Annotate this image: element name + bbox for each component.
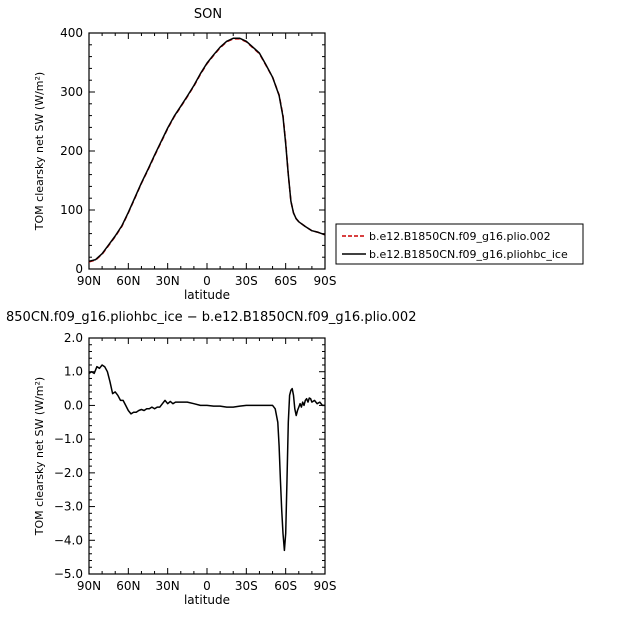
y-axis-label: TOM clearsky net SW (W/m²) — [33, 377, 46, 536]
x-tick-label: 90S — [314, 274, 337, 288]
y-tick-label: 100 — [60, 203, 83, 217]
bottom-chart: 90N 60N 30N 0 30S 60S 90S 2.0 1.0 0.0 −1.0 −2.0 −3.0… — [33, 331, 336, 607]
x-tick-label: 60S — [274, 274, 297, 288]
y-tick-label: 0.0 — [64, 398, 83, 412]
series-line-1 — [88, 37, 326, 263]
x-tick-label: 90N — [77, 579, 101, 593]
x-tick-label: 30N — [156, 274, 180, 288]
series-line-0 — [88, 38, 326, 263]
y-tick-label: −4.0 — [54, 533, 83, 547]
legend-label-1: b.e12.B1850CN.f09_g16.pliohbc_ice — [369, 248, 568, 261]
legend-box — [335, 223, 584, 265]
y-tick-label: 300 — [60, 85, 83, 99]
y-tick-label: 2.0 — [64, 331, 83, 345]
y-tick-label: −3.0 — [54, 500, 83, 514]
y-tick-label: 400 — [60, 26, 83, 40]
x-axis-label: latitude — [184, 593, 230, 607]
x-tick-label: 0 — [203, 274, 211, 288]
series-line-0 — [88, 364, 325, 552]
x-axis-label: latitude — [184, 288, 230, 302]
x-tick-label: 30S — [235, 274, 258, 288]
y-tick-label: −5.0 — [54, 567, 83, 581]
x-tick-label: 90N — [77, 274, 101, 288]
bottom-chart-title: 850CN.f09_g16.pliohbc_ice − b.e12.B1850C… — [6, 310, 416, 325]
top-chart: 90N 60N 30N 0 30S 60S 90S 0 100 200 300 400 latitude… — [33, 26, 336, 302]
x-tick-label: 60S — [274, 579, 297, 593]
x-tick-label: 30N — [156, 579, 180, 593]
x-tick-label: 60N — [116, 274, 140, 288]
y-axis-label: TOM clearsky net SW (W/m²) — [33, 72, 46, 231]
x-tick-label: 0 — [203, 579, 211, 593]
y-tick-label: −1.0 — [54, 432, 83, 446]
y-tick-label: −2.0 — [54, 466, 83, 480]
x-tick-label: 60N — [116, 579, 140, 593]
x-tick-label: 90S — [314, 579, 337, 593]
y-tick-label: 1.0 — [64, 365, 83, 379]
top-chart-title: SON — [194, 7, 222, 22]
plot-frame — [88, 32, 326, 270]
legend-label-0: b.e12.B1850CN.f09_g16.plio.002 — [369, 230, 551, 243]
x-tick-label: 30S — [235, 579, 258, 593]
legend: b.e12.B1850CN.f09_g16.plio.002 b.e12.B185… — [335, 223, 584, 265]
plot-frame — [88, 337, 326, 575]
y-tick-label: 200 — [60, 144, 83, 158]
y-tick-label: 0 — [75, 262, 83, 276]
